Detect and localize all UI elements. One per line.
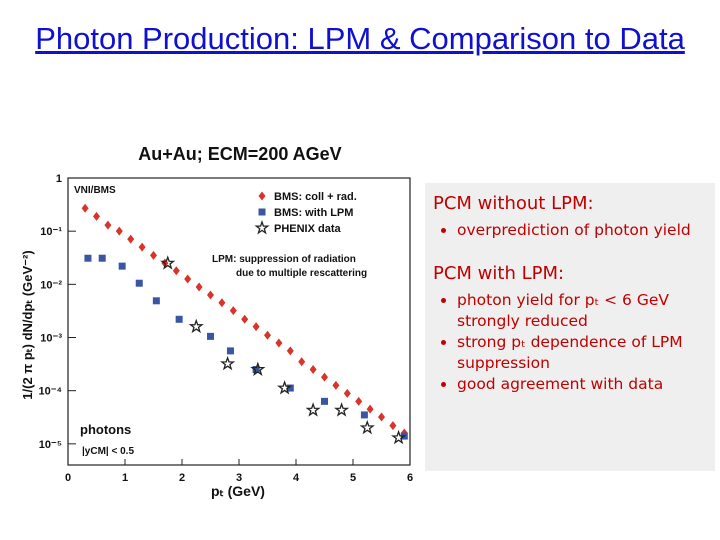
x-tick-label: 1 [122, 472, 128, 484]
data-point [321, 397, 328, 405]
data-point [188, 318, 204, 334]
data-point [264, 330, 271, 340]
data-point [160, 255, 176, 270]
bullet-list: photon yield for pₜ < 6 GeV strongly red… [433, 290, 707, 395]
data-point [355, 396, 363, 406]
data-point [220, 355, 236, 371]
data-point [218, 298, 226, 308]
data-point [286, 346, 294, 356]
data-point [378, 412, 385, 422]
annotation: VNI/BMS [74, 185, 116, 196]
data-point [250, 361, 266, 376]
data-point [332, 380, 340, 390]
data-point [175, 315, 183, 323]
data-point [252, 322, 260, 332]
data-point [359, 419, 375, 435]
data-point [309, 365, 317, 375]
annotation: LPM: suppression of radiation [212, 254, 356, 265]
x-tick-label: 4 [293, 472, 300, 484]
data-point [229, 306, 237, 316]
data-point [366, 404, 374, 414]
data-point [389, 421, 397, 431]
bullet: strong pₜ dependence of LPM suppression [457, 332, 707, 374]
data-point [343, 388, 351, 398]
annotation: |yCM| < 0.5 [82, 446, 134, 457]
data-point [118, 262, 126, 270]
data-point [84, 254, 92, 262]
legend-label: PHENIX data [274, 223, 342, 235]
chart-title: Au+Au; ECM=200 AGeV [138, 144, 341, 164]
data-point [391, 429, 407, 445]
data-point [207, 332, 214, 340]
x-tick-label: 2 [179, 472, 185, 484]
data-point [150, 250, 157, 260]
data-point [152, 297, 160, 305]
section-heading: PCM without LPM: [433, 193, 594, 214]
slide-title: Photon Production: LPM & Comparison to D… [35, 21, 685, 56]
y-tick-label: 10⁻² [40, 279, 62, 291]
x-tick-label: 5 [350, 472, 356, 484]
data-point [93, 211, 100, 221]
legend-marker [258, 191, 266, 201]
x-tick-label: 0 [65, 472, 71, 484]
data-point [277, 380, 293, 395]
data-point [275, 338, 283, 348]
data-point [104, 220, 112, 230]
data-point [98, 254, 106, 262]
annotation: photons [80, 422, 131, 437]
data-point [184, 274, 192, 284]
y-tick-label: 1 [56, 173, 62, 185]
x-tick-label: 3 [236, 472, 242, 484]
x-tick-label: 6 [407, 472, 413, 484]
data-point [226, 347, 234, 355]
data-point [115, 226, 123, 236]
y-axis-label: 1/(2 π pₜ) dN/dpₜ (GeV⁻²) [20, 250, 35, 399]
text-box: PCM without LPM: overprediction of photon… [425, 183, 715, 471]
data-point [207, 290, 214, 300]
y-tick-label: 10⁻³ [40, 333, 62, 345]
bullet: photon yield for pₜ < 6 GeV strongly red… [457, 290, 707, 332]
data-point [195, 282, 203, 292]
section-heading: PCM with LPM: [433, 263, 565, 284]
legend-label: BMS: with LPM [274, 207, 353, 219]
data-point [241, 314, 249, 324]
data-point [286, 384, 294, 392]
legend-marker [258, 208, 266, 216]
legend-label: BMS: coll + rad. [274, 191, 357, 203]
chart: Au+Au; ECM=200 AGeV pₜ (GeV) 1/(2 π pₜ) … [20, 144, 413, 499]
data-point [305, 402, 321, 417]
legend-marker [254, 220, 270, 235]
bullet-list: overprediction of photon yield [433, 220, 707, 241]
data-point [298, 357, 306, 367]
bullet: good agreement with data [457, 374, 707, 395]
data-point [321, 372, 328, 382]
y-tick-label: 10⁻⁴ [39, 386, 62, 398]
y-tick-label: 10⁻¹ [40, 226, 62, 238]
y-tick-label: 10⁻⁵ [39, 439, 62, 451]
bullet: overprediction of photon yield [457, 220, 707, 241]
x-axis-label: pₜ (GeV) [211, 483, 265, 499]
data-point [127, 234, 135, 244]
data-point [334, 402, 350, 417]
data-point [172, 266, 180, 276]
data-point [252, 366, 260, 374]
data-point [81, 203, 89, 213]
annotation: due to multiple rescattering [236, 268, 367, 279]
data-point [360, 411, 368, 419]
data-point [135, 279, 143, 287]
data-point [138, 242, 146, 252]
